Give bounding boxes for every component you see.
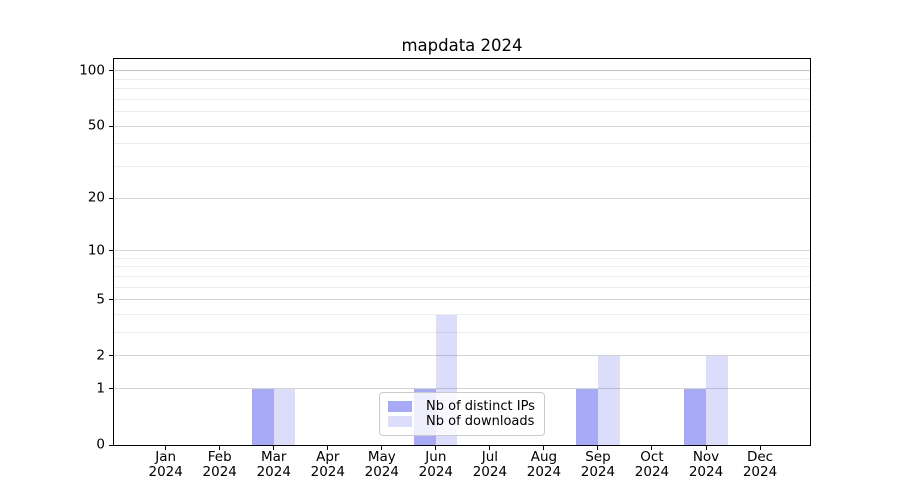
y-tick-label-1: 1 (96, 380, 105, 397)
gridline-minor-9 (114, 257, 810, 259)
gridline-minor-4 (114, 314, 810, 316)
y-tick-label-2: 2 (96, 347, 105, 364)
legend: Nb of distinct IPs Nb of downloads (379, 392, 545, 436)
bar-nb-of-distinct-ips-mar (252, 388, 274, 445)
x-tick-jul (489, 446, 491, 450)
y-tick-1 (109, 388, 113, 390)
x-tick-feb (219, 446, 221, 450)
x-tick-aug (543, 446, 545, 450)
x-tick-oct (651, 446, 653, 450)
gridline-minor-90 (114, 78, 810, 80)
bar-nb-of-distinct-ips-sep (576, 388, 598, 445)
gridline-minor-30 (114, 166, 810, 168)
y-tick-label-5: 5 (96, 291, 105, 308)
chart-title: mapdata 2024 (401, 36, 523, 55)
y-tick-50 (109, 125, 113, 127)
x-tick-jan (165, 446, 167, 450)
y-tick-label-100: 100 (79, 62, 105, 79)
x-tick-label-jul: Jul 2024 (472, 449, 508, 480)
gridline-major-2 (114, 355, 810, 357)
x-tick-may (381, 446, 383, 450)
bar-nb-of-downloads-mar (273, 388, 296, 445)
gridline-minor-3 (114, 332, 810, 334)
gridline-minor-60 (114, 111, 810, 113)
y-tick-2 (109, 355, 113, 357)
gridline-minor-70 (114, 98, 810, 100)
gridline-major-50 (114, 125, 810, 127)
x-tick-label-apr: Apr 2024 (310, 449, 345, 480)
x-tick-label-may: May 2024 (364, 449, 399, 480)
y-tick-label-10: 10 (87, 242, 105, 259)
x-tick-label-jan: Jan 2024 (148, 449, 183, 480)
gridline-major-10 (114, 250, 810, 252)
x-tick-sep (597, 446, 599, 450)
bar-nb-of-downloads-sep (597, 355, 620, 445)
x-tick-label-feb: Feb 2024 (202, 449, 237, 480)
x-tick-nov (705, 446, 707, 450)
gridline-minor-8 (114, 266, 810, 268)
x-tick-label-mar: Mar 2024 (256, 449, 291, 480)
gridline-minor-7 (114, 275, 810, 277)
bar-nb-of-distinct-ips-nov (684, 388, 706, 445)
gridline-major-5 (114, 299, 810, 301)
y-tick-5 (109, 299, 113, 301)
gridline-minor-40 (114, 143, 810, 145)
gridline-minor-6 (114, 286, 810, 288)
x-tick-label-aug: Aug 2024 (526, 449, 562, 480)
y-tick-10 (109, 250, 113, 252)
legend-swatch-distinct-ips (388, 401, 412, 412)
gridline-major-20 (114, 197, 810, 199)
gridline-minor-80 (114, 88, 810, 90)
x-tick-label-oct: Oct 2024 (634, 449, 670, 480)
x-tick-mar (273, 446, 275, 450)
legend-label-downloads: Nb of downloads (426, 414, 535, 429)
x-tick-label-jun: Jun 2024 (418, 449, 454, 480)
x-tick-apr (327, 446, 329, 450)
x-tick-jun (435, 446, 437, 450)
legend-swatch-downloads (388, 416, 412, 427)
y-tick-100 (109, 70, 113, 72)
x-tick-label-sep: Sep 2024 (580, 449, 616, 480)
x-tick-dec (759, 446, 761, 450)
gridline-major-1 (114, 388, 810, 390)
x-tick-label-dec: Dec 2024 (742, 449, 778, 480)
legend-item-distinct-ips: Nb of distinct IPs (388, 399, 537, 414)
y-tick-label-50: 50 (87, 117, 105, 134)
y-tick-label-0: 0 (96, 436, 105, 453)
plot-area: Nb of distinct IPs Nb of downloads (113, 58, 811, 446)
y-tick-0 (109, 444, 113, 446)
y-tick-20 (109, 197, 113, 199)
bar-nb-of-downloads-nov (706, 355, 728, 445)
y-tick-label-20: 20 (87, 189, 105, 206)
legend-label-distinct-ips: Nb of distinct IPs (426, 399, 535, 414)
legend-item-downloads: Nb of downloads (388, 414, 537, 429)
gridline-major-100 (114, 70, 810, 72)
x-tick-label-nov: Nov 2024 (688, 449, 724, 480)
